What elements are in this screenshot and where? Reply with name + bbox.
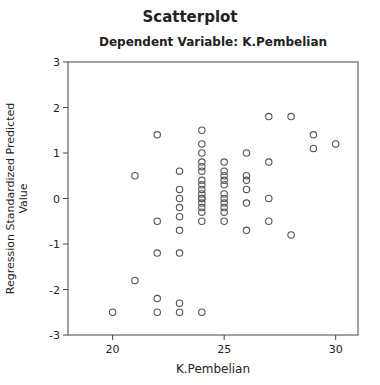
y-tick-label: 0	[53, 193, 60, 206]
scatter-point	[132, 277, 138, 283]
scatter-point	[176, 227, 182, 233]
scatter-point	[243, 200, 249, 206]
scatter-point	[176, 195, 182, 201]
scatter-point	[243, 173, 249, 179]
x-tick	[112, 335, 113, 340]
scatter-point	[221, 168, 227, 174]
scatter-point	[266, 218, 272, 224]
scatter-point	[288, 113, 294, 119]
scatter-point	[288, 232, 294, 238]
scatter-point	[266, 195, 272, 201]
scatter-point	[154, 250, 160, 256]
scatter-point	[221, 218, 227, 224]
x-tick-label: 30	[329, 343, 343, 356]
scatter-point	[176, 250, 182, 256]
scatter-point	[176, 186, 182, 192]
chart-subtitle: Dependent Variable: K.Pembelian	[99, 35, 327, 49]
scatter-point	[176, 309, 182, 315]
scatter-point	[243, 150, 249, 156]
x-tick-label: 25	[217, 343, 231, 356]
scatter-point	[154, 295, 160, 301]
scatter-point	[199, 309, 205, 315]
y-tick-label: 2	[53, 102, 60, 115]
scatter-point	[310, 132, 316, 138]
y-tick-label: 1	[53, 147, 60, 160]
scatter-point	[266, 113, 272, 119]
y-axis-label-line: Value	[17, 183, 30, 213]
y-tick-label: -1	[49, 238, 60, 251]
y-tick	[63, 244, 68, 245]
scatter-point	[332, 141, 338, 147]
scatter-point	[221, 191, 227, 197]
scatter-point	[221, 159, 227, 165]
scatter-point	[132, 173, 138, 179]
scatter-point	[154, 132, 160, 138]
chart-title: Scatterplot	[142, 8, 237, 26]
chart-container: Scatterplot Dependent Variable: K.Pembeli…	[0, 0, 380, 385]
scatter-point	[154, 218, 160, 224]
x-axis-label: K.Pembelian	[176, 362, 250, 376]
points	[109, 113, 338, 315]
y-axis-label: Regression Standardized PredictedValue	[4, 103, 30, 294]
y-tick	[63, 153, 68, 154]
scatter-point	[176, 214, 182, 220]
y-tick	[63, 62, 68, 63]
x-tick	[224, 335, 225, 340]
y-tick	[63, 335, 68, 336]
y-tick	[63, 107, 68, 108]
scatter-point	[243, 186, 249, 192]
y-tick-label: -2	[49, 284, 60, 297]
scatter-point	[266, 159, 272, 165]
x-tick-label: 20	[106, 343, 120, 356]
y-axis: -3 -2 -1 0 1 2 3	[49, 56, 68, 342]
scatter-point	[199, 127, 205, 133]
plot-background	[68, 62, 358, 335]
x-tick	[335, 335, 336, 340]
x-axis: 20 25 30	[106, 335, 343, 356]
scatter-point	[199, 159, 205, 165]
scatter-point	[109, 309, 115, 315]
scatter-point	[199, 141, 205, 147]
chart-svg: Scatterplot Dependent Variable: K.Pembeli…	[0, 0, 380, 385]
scatter-point	[310, 145, 316, 151]
y-axis-label-line: Regression Standardized Predicted	[4, 103, 17, 294]
y-tick-label: -3	[49, 329, 60, 342]
scatter-point	[243, 227, 249, 233]
scatter-point	[176, 204, 182, 210]
scatter-point	[176, 300, 182, 306]
y-tick	[63, 198, 68, 199]
scatter-point	[176, 168, 182, 174]
plot-frame	[68, 62, 358, 335]
scatter-point	[199, 150, 205, 156]
scatter-point	[199, 177, 205, 183]
y-tick	[63, 289, 68, 290]
scatter-point	[154, 309, 160, 315]
y-tick-label: 3	[53, 56, 60, 69]
scatter-point	[199, 218, 205, 224]
